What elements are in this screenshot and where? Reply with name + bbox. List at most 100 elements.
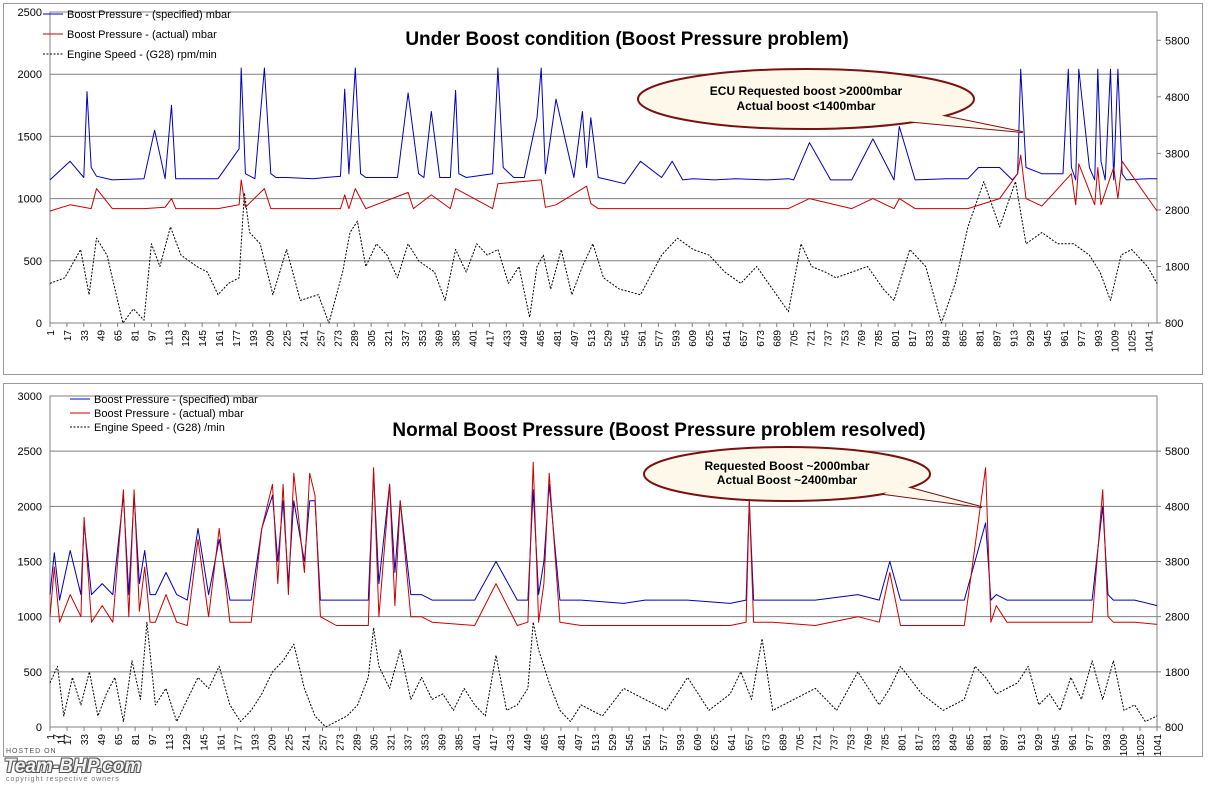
chart1-x-tick-label: 801 [898, 734, 909, 751]
chart0-x-tick-label: 273 [333, 330, 344, 347]
chart0-callout-tail-fill [894, 110, 1022, 132]
chart1-x-tick-label: 769 [863, 734, 874, 751]
chart0-x-tick-label: 1025 [1128, 330, 1139, 353]
chart1-x-tick-label: 945 [1051, 734, 1062, 751]
chart0-x-tick-label: 385 [452, 330, 463, 347]
chart1-x-tick-label: 481 [557, 734, 568, 751]
chart0-x-tick-label: 161 [215, 330, 226, 347]
chart1-x-tick-label: 305 [370, 734, 381, 751]
chart1-y-tick-label: 2500 [18, 446, 42, 458]
chart1-x-minor-tick-label: 11 [57, 734, 68, 745]
chart1-x-tick-label: 417 [489, 734, 500, 751]
chart0-x-tick-label: 769 [857, 330, 868, 347]
chart0-x-tick-label: 145 [198, 330, 209, 347]
chart0-x-tick-label: 177 [232, 330, 243, 347]
chart1-x-tick-label: 833 [932, 734, 943, 751]
chart1-y2-tick-label: 3800 [1165, 557, 1189, 569]
chart0-x-tick-label: 753 [840, 330, 851, 347]
chart0-x-tick-label: 193 [249, 330, 260, 347]
chart0-y2-tick-label: 3800 [1165, 148, 1189, 160]
chart0-x-tick-label: 81 [131, 330, 142, 342]
chart1-x-tick-label: 625 [710, 734, 721, 751]
chart1-x-tick-label: 241 [301, 734, 312, 751]
chart1-x-tick-label: 145 [199, 734, 210, 751]
chart0-y-tick-label: 0 [36, 318, 42, 330]
chart0-x-tick-label: 113 [164, 330, 175, 346]
chart1-callout-bubble [643, 446, 931, 502]
chart0-x-tick-label: 849 [942, 330, 953, 347]
chart0-x-tick-label: 817 [908, 330, 919, 347]
chart0-x-tick-label: 465 [536, 330, 547, 347]
chart1-y-tick-label: 500 [24, 667, 42, 679]
chart0-x-tick-label: 1041 [1145, 330, 1156, 353]
chart1-x-tick-label: 785 [881, 734, 892, 751]
chart1-x-tick-label: 337 [404, 734, 415, 751]
chart0-y2-tick-label: 5800 [1165, 35, 1189, 47]
chart0-x-tick-label: 289 [350, 330, 361, 347]
chart0-x-tick-label: 785 [874, 330, 885, 347]
chart0-x-tick-label: 609 [688, 330, 699, 347]
watermark-logo: Team-BHP.com [4, 756, 142, 777]
chart0-plot-area [49, 11, 1158, 324]
chart0-x-tick-label: 961 [1060, 330, 1071, 347]
chart1-x-tick-label: 673 [761, 734, 772, 751]
chart0-x-tick-label: 529 [604, 330, 615, 347]
chart0-legend-label: Boost Pressure - (actual) mbar [67, 29, 217, 41]
chart0-x-tick-label: 417 [485, 330, 496, 347]
chart1-x-tick-label: 161 [216, 734, 227, 751]
chart1-x-tick-label: 465 [540, 734, 551, 751]
chart1-y2-tick-label: 4800 [1165, 501, 1189, 513]
chart0-x-tick-label: 993 [1094, 330, 1105, 347]
chart0-series-boost-actual-line [49, 154, 1158, 212]
chart1-legend-label: Boost Pressure - (specified) mbar [94, 394, 258, 406]
chart0-x-tick-label: 833 [925, 330, 936, 347]
chart0-x-tick-label: 353 [418, 330, 429, 347]
chart0-y2-tick-label: 4800 [1165, 92, 1189, 104]
chart0-x-tick-label: 1 [46, 330, 57, 336]
chart1-x-tick-label: 1009 [1119, 734, 1130, 756]
chart1-y2-tick-label: 2800 [1165, 612, 1189, 624]
chart1-x-tick-label: 593 [676, 734, 687, 751]
chart-bottom: 0 500 1000 1500 2000 2500 3000 800 1800 2800 3800 4… [3, 383, 1203, 757]
chart0-x-tick-label: 945 [1043, 330, 1054, 347]
chart1-x-tick-label: 577 [659, 734, 670, 751]
chart0-y2-tick-label: 1800 [1165, 261, 1189, 273]
chart1-y-tick-label: 3000 [18, 391, 42, 403]
chart1-x-tick-label: 993 [1102, 734, 1113, 751]
chart0-x-tick-label: 593 [671, 330, 682, 347]
chart1-x-tick-label: 721 [812, 734, 823, 751]
chart1-y-tick-label: 0 [36, 722, 42, 734]
chart0-x-tick-label: 881 [976, 330, 987, 347]
chart1-x-tick-label: 529 [608, 734, 619, 751]
chart0-x-tick-label: 321 [384, 330, 395, 347]
chart1-y2-tick-label: 1800 [1165, 667, 1189, 679]
chart0-x-tick-label: 257 [316, 330, 327, 347]
chart0-x-tick-label: 481 [553, 330, 564, 347]
chart0-callout-bubble [637, 68, 975, 130]
chart1-x-tick-label: 209 [267, 734, 278, 751]
chart0-y-tick-label: 500 [24, 256, 42, 268]
chart0-x-tick-label: 1009 [1111, 330, 1122, 353]
chart0-x-tick-label: 545 [621, 330, 632, 347]
chart0-x-tick-label: 33 [80, 330, 91, 342]
chart0-callout-line-2: Actual boost <1400mbar [736, 99, 875, 113]
chart1-series-boost-actual-line [49, 461, 1158, 626]
chart1-callout-tail-fill [884, 485, 981, 507]
chart0-series-boost-specified-line [49, 67, 1157, 185]
chart0-legend-label: Boost Pressure - (specified) mbar [67, 9, 231, 21]
chart0-y2-tick-label: 2800 [1165, 205, 1189, 217]
chart1-x-tick-label: 1041 [1153, 734, 1164, 756]
chart0-x-tick-label: 897 [992, 330, 1003, 347]
chart1-x-tick-label: 401 [472, 734, 483, 751]
chart1-x-tick-label: 913 [1017, 734, 1028, 751]
chart1-x-tick-label: 961 [1068, 734, 1079, 751]
chart0-x-tick-label: 433 [502, 330, 513, 347]
chart1-x-tick-label: 657 [744, 734, 755, 751]
chart0-x-tick-label: 625 [705, 330, 716, 347]
chart0-callout-line-1: ECU Requested boost >2000mbar [710, 84, 903, 98]
chart1-x-tick-label: 865 [966, 734, 977, 751]
chart1-x-tick-label: 369 [438, 734, 449, 751]
chart1-x-tick-label: 1025 [1136, 734, 1147, 756]
chart1-series-boost-specified-line [49, 472, 1158, 607]
chart0-x-tick-label: 49 [97, 330, 108, 342]
